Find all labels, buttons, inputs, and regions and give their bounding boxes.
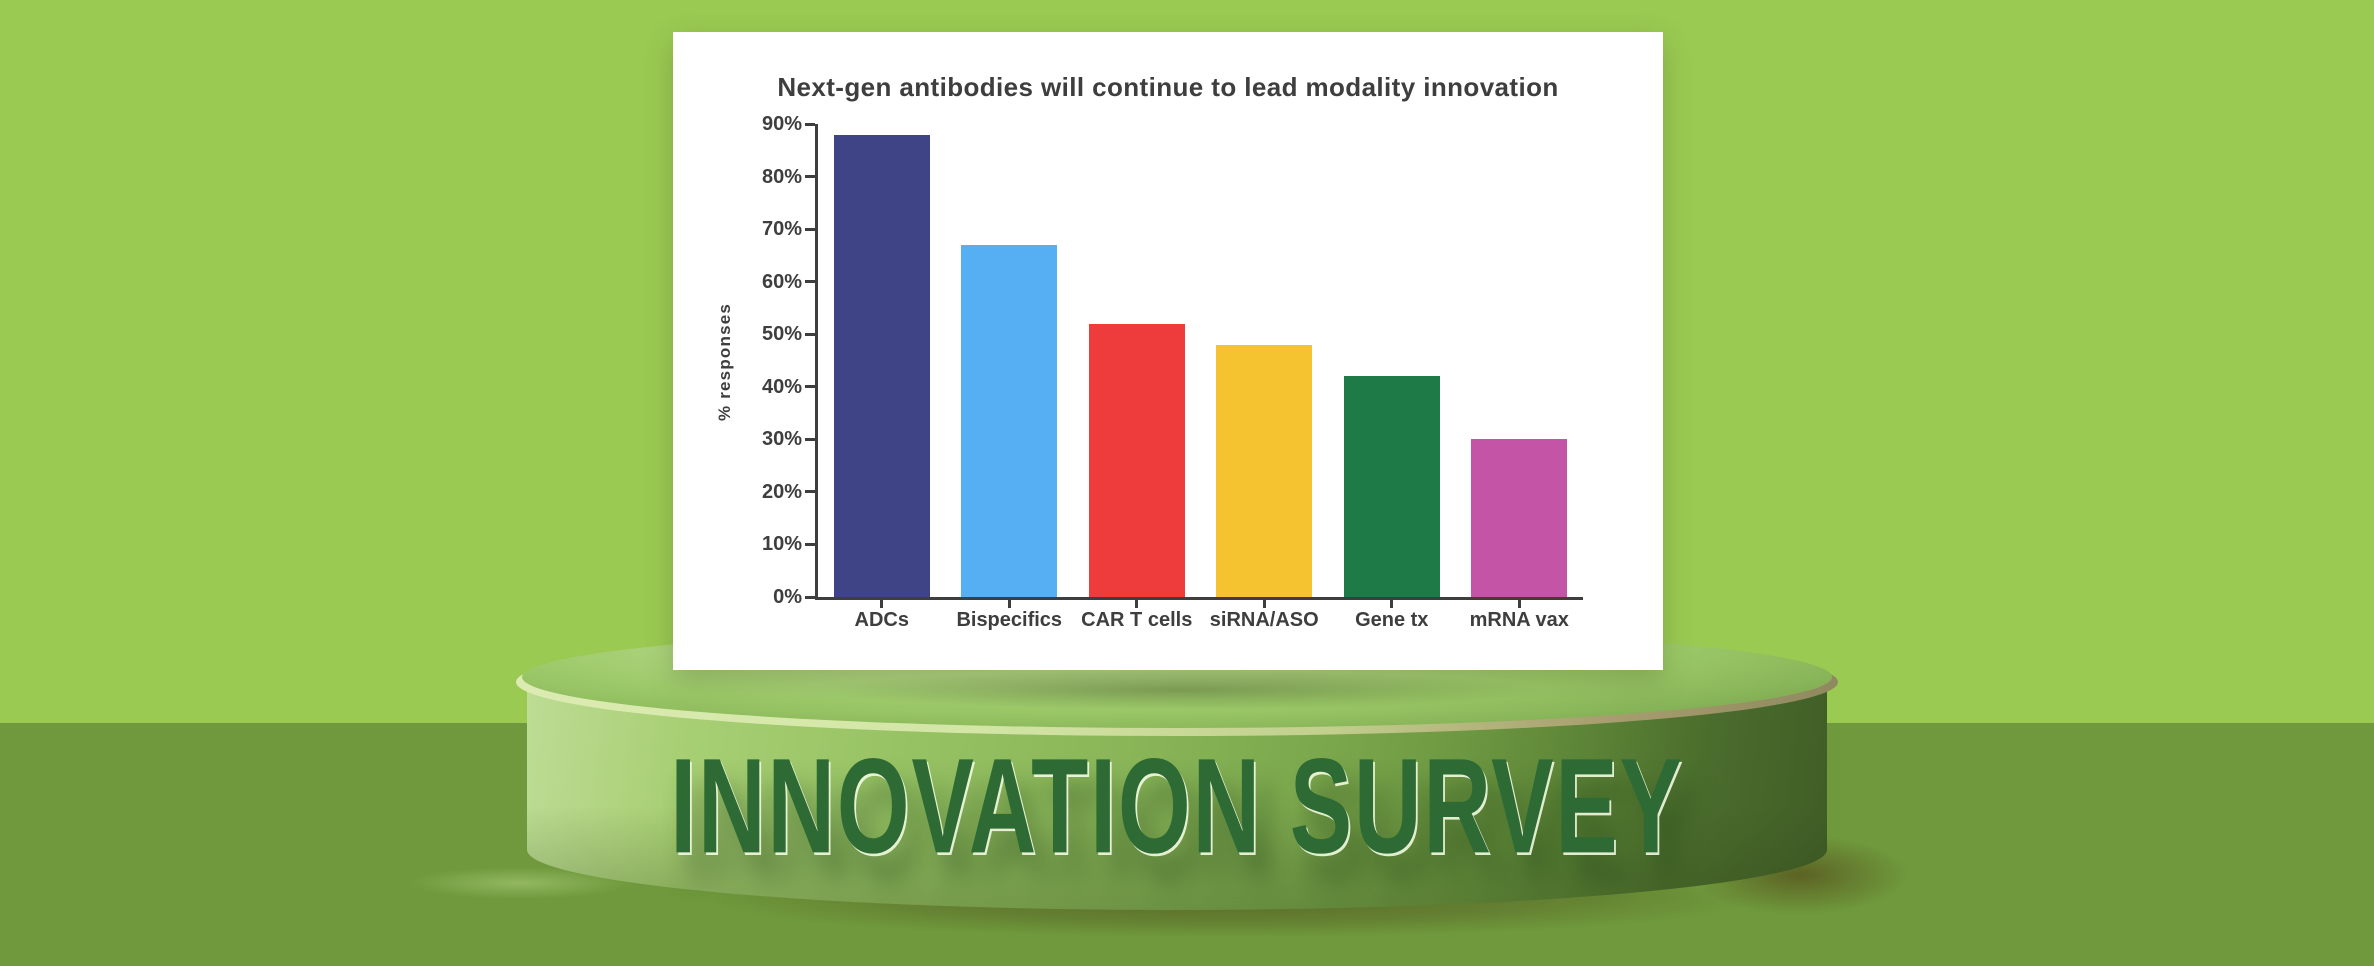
y-tick-mark	[805, 490, 815, 494]
y-tick-mark	[805, 227, 815, 231]
x-tick-label: CAR T cells	[1081, 609, 1193, 631]
y-tick-label: 40%	[761, 375, 802, 398]
y-tick-label: 50%	[761, 323, 802, 346]
x-tick-label: mRNA vax	[1469, 609, 1569, 631]
bar-mRNA-vax	[1471, 439, 1568, 597]
x-tick-mark	[880, 600, 884, 608]
plot-area: 0% 10% 20% 30% 40% 50% 60% 70% 80% 90% ADCs Bispeci…	[762, 113, 1583, 631]
x-tick-label: ADCs	[854, 609, 909, 631]
x-tick-mark	[1262, 600, 1266, 608]
x-tick-mark	[1007, 600, 1011, 608]
chart-title: Next-gen antibodies will continue to lea…	[777, 72, 1559, 102]
y-tick-mark	[805, 385, 815, 389]
y-tick-label: 90%	[761, 113, 802, 135]
y-tick-label: 70%	[761, 218, 802, 241]
y-tick-mark	[805, 122, 815, 126]
x-tick-mark	[1517, 600, 1521, 608]
bar-Bispecifics	[961, 244, 1058, 597]
y-tick-label: 10%	[761, 533, 802, 556]
y-tick-mark	[805, 175, 815, 179]
bar-ADCs	[833, 134, 930, 597]
y-axis-label: % responses	[715, 302, 734, 422]
y-tick-label: 30%	[761, 428, 802, 451]
y-tick-label: 60%	[761, 270, 802, 293]
x-tick-label: Bispecifics	[956, 609, 1063, 631]
bar-Gene-tx	[1343, 376, 1440, 597]
bar-siRNA-ASO	[1216, 344, 1313, 597]
y-tick-label: 80%	[761, 165, 802, 188]
x-tick-mark	[1390, 600, 1394, 608]
bar-CAR-T-cells	[1088, 323, 1185, 597]
x-tick-label: Gene tx	[1355, 609, 1429, 631]
chart-panel-shadow	[700, 664, 1660, 716]
y-tick-mark	[805, 332, 815, 336]
y-tick-mark	[805, 595, 815, 599]
y-tick-mark	[805, 437, 815, 441]
y-tick-mark	[805, 280, 815, 284]
y-tick-mark	[805, 542, 815, 546]
chart-panel: Next-gen antibodies will continue to lea…	[673, 32, 1663, 670]
podium-label: INNOVATION SURVEY	[670, 731, 1684, 883]
y-tick-label: 20%	[761, 480, 802, 503]
x-tick-mark	[1135, 600, 1139, 608]
y-tick-label: 0%	[773, 586, 802, 608]
x-tick-label: siRNA/ASO	[1209, 609, 1319, 631]
